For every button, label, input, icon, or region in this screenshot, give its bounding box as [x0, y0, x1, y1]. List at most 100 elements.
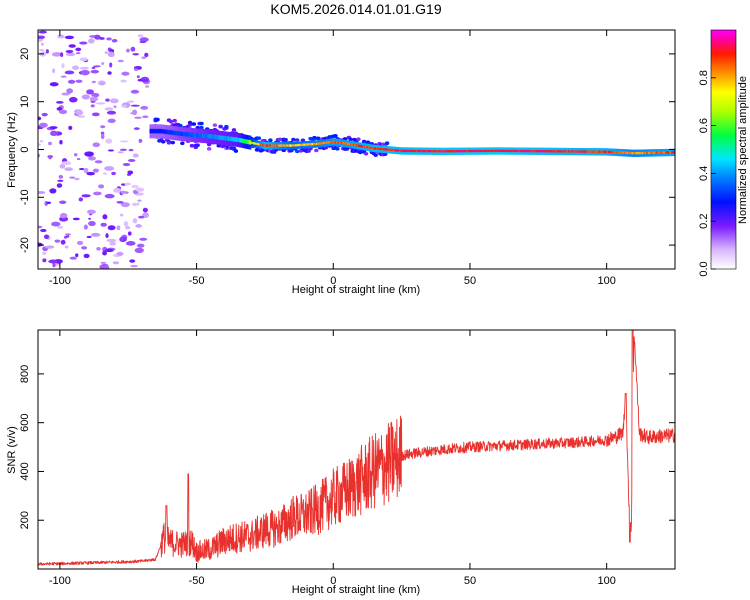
heatmap-ridge-cell — [445, 150, 447, 153]
heatmap-ridge-cell — [489, 149, 491, 153]
heatmap-ridge-cell — [288, 144, 290, 147]
heatmap-ridge-cell — [384, 148, 387, 151]
heatmap-ridge-cell — [635, 149, 637, 153]
heatmap-ridge-cell — [539, 147, 542, 151]
heatmap-ridge-cell — [215, 134, 217, 140]
heatmap-ridge-cell — [197, 128, 199, 134]
heatmap-ridge-cell — [503, 149, 505, 153]
heatmap-ridge-cell — [658, 151, 660, 155]
heatmap-ridge-cell — [387, 150, 390, 154]
heatmap-ridge-cell — [319, 144, 322, 148]
heatmap-noise-cell — [75, 110, 84, 116]
heatmap-ridge-cell — [341, 144, 344, 147]
heatmap-ridge-cell — [453, 152, 456, 155]
heatmap-ridge-cell — [226, 140, 229, 146]
heatmap-ridge-cell — [659, 151, 661, 155]
heatmap-ridge-cell — [337, 141, 340, 144]
heatmap-ridge-cell — [295, 146, 298, 150]
heatmap-noise-cell — [100, 222, 107, 227]
heatmap-noise-cell — [144, 52, 149, 58]
heatmap-ridge-cell — [359, 144, 361, 148]
heatmap-ridge-cell — [382, 148, 385, 151]
heatmap-ridge-cell — [291, 142, 293, 145]
heatmap-ridge-cell — [358, 146, 360, 150]
heatmap-ridge-cell — [537, 149, 539, 153]
heatmap-ridge-cell — [541, 150, 544, 153]
heatmap-ridge-cell — [530, 149, 532, 153]
heatmap-ridge-cell — [441, 152, 443, 156]
heatmap-ridge-cell — [605, 152, 608, 156]
heatmap-ridge-cell — [329, 138, 331, 142]
heatmap-ridge-cell — [482, 149, 484, 153]
heatmap-ridge-cell — [610, 148, 613, 152]
heatmap-ridge-cell — [325, 141, 327, 145]
heatmap-ridge-cell — [390, 148, 393, 152]
heatmap-ridge-cell — [424, 152, 426, 155]
x-tick-label: 100 — [597, 575, 615, 587]
heatmap-ridge-cell — [370, 146, 372, 150]
heatmap-ridge-cell — [563, 147, 566, 151]
heatmap-ridge-cell — [232, 136, 235, 142]
heatmap-ridge-cell — [274, 146, 277, 150]
heatmap-ridge-cell — [434, 150, 437, 153]
heatmap-ridge-cell — [476, 152, 479, 155]
heatmap-ridge-cell — [606, 148, 609, 151]
heatmap-ridge-cell — [268, 146, 270, 150]
heatmap-noise-cell — [48, 259, 58, 264]
heatmap-ridge-cell — [191, 137, 193, 143]
heatmap-ridge-cell — [161, 124, 164, 130]
heatmap-ridge-cell — [592, 152, 594, 156]
heatmap-ridge-cell — [268, 142, 270, 145]
heatmap-ridge-cell — [253, 139, 256, 143]
heatmap-ridge-cell — [431, 147, 434, 151]
heatmap-ridge-cell — [637, 149, 639, 153]
heatmap-ridge-cell — [270, 142, 272, 145]
heatmap-halo-cell — [373, 153, 378, 157]
snr-series-line — [38, 330, 675, 566]
heatmap-ridge-cell — [651, 151, 654, 155]
heatmap-ridge-cell — [626, 151, 629, 155]
heatmap-ridge-cell — [477, 152, 480, 155]
heatmap-ridge-cell — [443, 150, 445, 153]
heatmap-noise-cell — [130, 264, 139, 268]
heatmap-ridge-cell — [623, 153, 625, 157]
heatmap-noise-cell — [91, 66, 96, 70]
heatmap-ridge-cell — [157, 128, 159, 134]
heatmap-ridge-cell — [528, 149, 530, 153]
heatmap-ridge-cell — [232, 132, 235, 138]
heatmap-ridge-cell — [237, 137, 239, 143]
heatmap-ridge-cell — [461, 147, 463, 151]
heatmap-ridge-cell — [345, 142, 348, 145]
heatmap-noise-cell — [55, 100, 64, 104]
heatmap-ridge-cell — [654, 149, 657, 152]
heatmap-ridge-cell — [334, 143, 336, 146]
heatmap-ridge-cell — [160, 133, 163, 139]
heatmap-ridge-cell — [160, 133, 162, 139]
heatmap-ridge-cell — [639, 154, 641, 157]
heatmap-noise-cell — [92, 65, 101, 68]
heatmap-noise-cell — [38, 242, 43, 247]
heatmap-ridge-cell — [283, 142, 285, 145]
heatmap-ridge-cell — [591, 148, 593, 151]
heatmap-ridge-cell — [303, 143, 305, 147]
heatmap-ridge-cell — [379, 145, 381, 148]
heatmap-ridge-cell — [423, 147, 425, 151]
heatmap-ridge-cell — [152, 128, 154, 134]
heatmap-ridge-cell — [335, 140, 337, 144]
heatmap-ridge-cell — [598, 148, 600, 151]
heatmap-ridge-cell — [512, 147, 514, 151]
y-tick-label: 600 — [19, 413, 31, 431]
heatmap-ridge-cell — [478, 149, 481, 153]
heatmap-ridge-cell — [582, 148, 585, 151]
heatmap-halo-cell — [187, 120, 193, 125]
heatmap-noise-cell — [111, 171, 116, 176]
heatmap-ridge-cell — [263, 141, 265, 145]
heatmap-ridge-cell — [233, 132, 236, 138]
heatmap-ridge-cell — [584, 152, 587, 156]
heatmap-ridge-cell — [556, 152, 558, 156]
heatmap-ridge-cell — [242, 134, 244, 140]
heatmap-ridge-cell — [445, 147, 447, 151]
heatmap-ridge-cell — [436, 150, 438, 153]
heatmap-ridge-cell — [485, 149, 487, 153]
heatmap-ridge-cell — [521, 147, 524, 151]
